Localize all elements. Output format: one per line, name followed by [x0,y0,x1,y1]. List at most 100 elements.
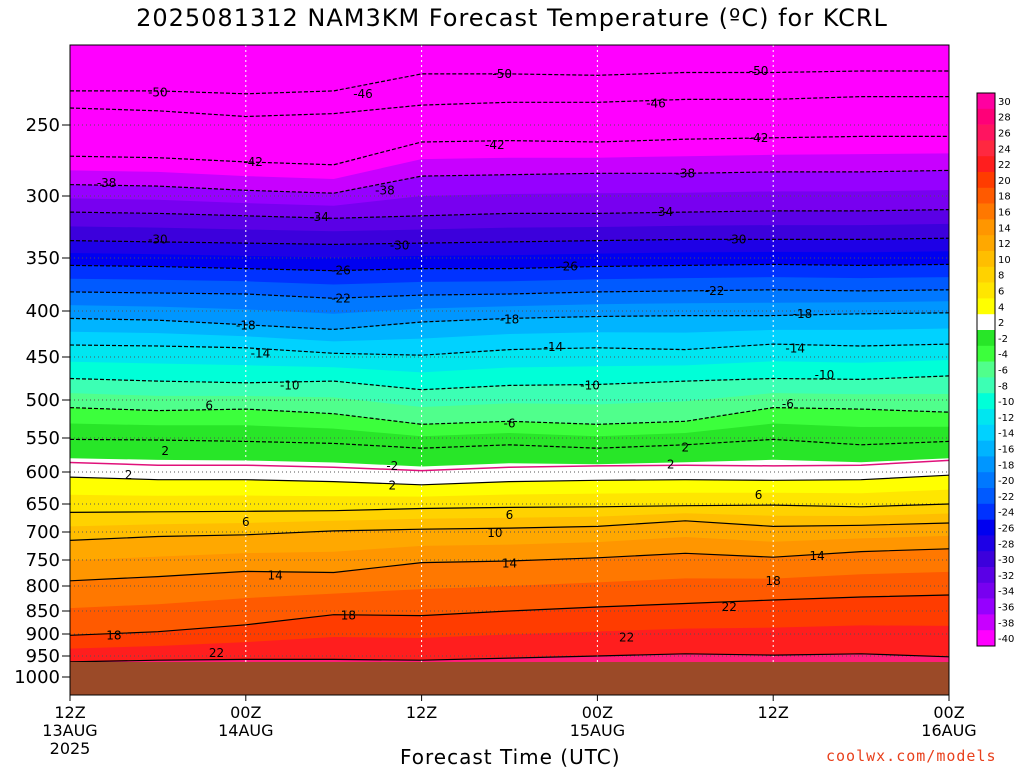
isotherm-line [70,520,949,541]
colorbar-swatch [977,582,995,599]
x-tick-label: 2025 [50,739,91,758]
colorbar-label: -16 [998,445,1014,456]
y-tick-label: 1000 [14,667,60,688]
ground-below-surface [70,662,949,695]
isotherm-line [70,503,949,513]
isotherm-line [70,96,949,118]
freezing-line [70,459,949,472]
y-tick-label: 550 [26,428,60,449]
x-axis-title: Forecast Time (UTC) [400,745,621,769]
colorbar-label: -10 [998,397,1014,408]
isotherm-line [70,594,949,636]
contour-label: -14 [544,340,564,354]
colorbar-swatch [977,519,995,536]
colorbar-swatch [977,330,995,347]
contour-label: -6 [504,417,516,431]
contour-label: 14 [502,557,517,571]
x-tick-label: 12Z [54,703,85,722]
contour-label: 10 [487,526,502,540]
colorbar-label: -38 [998,618,1014,629]
isotherm-line [70,263,949,272]
contour-label: 2 [125,468,133,482]
contour-label: 22 [209,646,224,660]
colorbar-swatch [977,140,995,157]
y-tick-label: 500 [26,390,60,411]
contour-label: 6 [242,515,250,529]
colorbar-label: -12 [998,413,1014,424]
contour-label: -30 [148,232,168,246]
y-tick-label: 600 [26,462,60,483]
colorbar-swatch [977,124,995,141]
colorbar-label: 22 [998,160,1011,171]
contour-label: -50 [492,67,512,81]
colorbar-label: 30 [998,97,1011,108]
contour-label: 22 [722,600,737,614]
contour-label: 2 [388,478,396,492]
colorbar-swatch [977,172,995,189]
colorbar-swatch [977,488,995,505]
colorbar-label: 6 [998,287,1004,298]
x-tick-label: 13AUG [42,721,97,740]
y-tick-label: 900 [26,624,60,645]
y-tick-label: 700 [26,522,60,543]
contour-label: 6 [205,398,213,412]
colorbar-swatch [977,614,995,631]
y-tick-label: 300 [26,186,60,207]
colorbar-label: -20 [998,476,1014,487]
contour-label: -38 [97,176,117,190]
contour-label: 22 [619,631,634,645]
colorbar-swatch [977,219,995,236]
plot-frame [69,44,950,696]
colorbar-swatch [977,108,995,125]
contour-label: -50 [148,85,168,99]
colorbar-label: -18 [998,460,1014,471]
colorbar-swatch [977,251,995,268]
colorbar-label: 16 [998,208,1011,219]
contour-label: -2 [386,459,398,473]
isotherm-line [70,653,949,663]
isotherm-line [70,135,949,166]
y-tick-label: 450 [26,347,60,368]
contour-label: 18 [106,628,121,642]
colorbar-label: 14 [998,223,1011,234]
colorbar-swatch [977,314,995,331]
y-tick-label: 800 [26,576,60,597]
contour-label: -22 [705,284,725,298]
colorbar-swatch [977,503,995,520]
isotherm-line [70,237,949,246]
colorbar-label: -22 [998,492,1014,503]
contour-label: 18 [766,574,781,588]
colorbar-swatch [977,630,995,647]
colorbar-label: 28 [998,113,1011,124]
contour-label: -6 [782,397,794,411]
contour-label: -34 [309,210,329,224]
x-tick-label: 16AUG [921,721,976,740]
contour-label: -18 [793,307,813,321]
colorbar-label: -32 [998,571,1014,582]
colorbar-swatch [977,535,995,552]
contour-label: -14 [251,346,271,360]
contour-label: -10 [280,378,300,392]
isotherm-line [70,289,949,299]
colorbar-swatch [977,567,995,584]
colorbar-swatch [977,282,995,299]
colorbar-swatch [977,598,995,615]
colorbar-swatch [977,393,995,410]
isotherm-line [70,474,949,486]
y-tick-label: 400 [26,301,60,322]
colorbar-label: 18 [998,192,1011,203]
colorbar-swatch [977,203,995,220]
x-tick-label: 14AUG [218,721,273,740]
colorbar-swatch [977,377,995,394]
contour-label: -30 [390,239,410,253]
colorbar-swatch [977,345,995,362]
contour-label: -42 [485,138,505,152]
colorbar-label: -34 [998,587,1014,598]
colorbar-label: 12 [998,239,1011,250]
colorbar-label: -28 [998,539,1014,550]
colorbar-label: 2 [998,318,1004,329]
contour-label: 2 [681,441,689,455]
colorbar-label: 10 [998,255,1011,266]
isotherm-line [70,375,949,391]
x-tick-label: 12Z [758,703,789,722]
